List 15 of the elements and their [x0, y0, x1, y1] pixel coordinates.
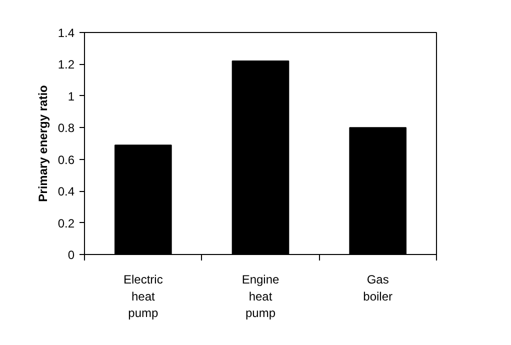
x-tick-label: Electric heat pump — [123, 272, 163, 320]
y-tick-label: 0.4 — [58, 184, 75, 199]
bar — [114, 144, 172, 254]
y-tick-label: 0.2 — [58, 216, 75, 230]
y-tick-label: 0.6 — [58, 152, 75, 167]
y-tick-label: 1.2 — [58, 58, 75, 72]
y-tick-label: 1.4 — [58, 26, 75, 40]
y-tick-label: 0 — [68, 248, 75, 262]
y-tick-label: 1 — [68, 89, 75, 104]
y-tick-label: 0.8 — [58, 121, 75, 136]
x-tick-label: Engine heat pump — [242, 272, 280, 320]
bar — [232, 60, 290, 254]
y-axis-title: Primary energy ratio — [36, 85, 50, 202]
x-tick-label: Gas boiler — [363, 272, 393, 304]
bar — [349, 127, 406, 254]
